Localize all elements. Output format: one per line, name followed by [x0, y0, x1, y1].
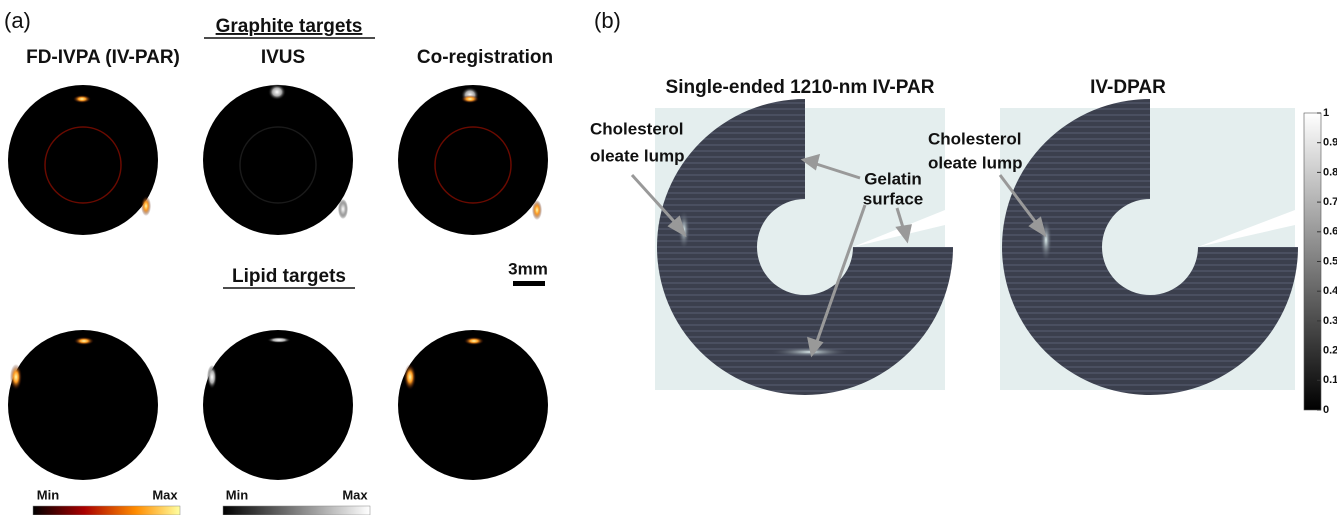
image-title: Single-ended 1210-nm IV-PAR [666, 77, 935, 98]
annotation: oleate lump [928, 153, 1022, 172]
colorbar-tick-label: 0.4 [1323, 285, 1337, 297]
colorbar-max: Max [152, 487, 178, 502]
colorbar-tick-label: 0.6 [1323, 226, 1337, 238]
column-title: FD-IVPA (IV-PAR) [26, 47, 180, 68]
column-title: IVUS [261, 47, 305, 68]
column-title: Co-registration [417, 47, 553, 68]
colorbar [223, 506, 370, 515]
scale-bar-label: 3mm [508, 259, 548, 278]
colorbar-tick-label: 0.3 [1323, 315, 1337, 327]
colorbar-tick-label: 0.7 [1323, 196, 1337, 208]
colorbar-tick-label: 0.5 [1323, 255, 1337, 267]
scale-bar [513, 281, 545, 286]
panel-label: (b) [594, 8, 621, 33]
ivus-image [203, 85, 353, 235]
colorbar-min: Min [226, 487, 248, 502]
colorbar-max: Max [342, 487, 368, 502]
fd-ivpa-image [8, 330, 158, 480]
image-title: IV-DPAR [1090, 77, 1166, 98]
figure: (a) Graphite targets FD-IVPA (IV-PAR) IV… [0, 0, 1337, 515]
coregistration-image [398, 85, 548, 235]
colorbar-tick-label: 1 [1323, 107, 1329, 119]
colorbar [33, 506, 180, 515]
annotation: surface [863, 189, 923, 208]
annotation: Cholesterol [590, 119, 684, 138]
section-title: Lipid targets [232, 266, 346, 287]
image-row [8, 84, 548, 235]
section-title: Graphite targets [216, 16, 363, 37]
colorbar-tick-label: 0.9 [1323, 137, 1337, 149]
image-row [8, 330, 548, 480]
colorbar-min: Min [37, 487, 59, 502]
annotation: oleate lump [590, 146, 684, 165]
annotation: Gelatin [864, 169, 922, 188]
colorbar-tick-label: 0.1 [1323, 374, 1337, 386]
annotation: Cholesterol [928, 129, 1022, 148]
ivus-image [203, 330, 353, 480]
panel-label: (a) [4, 8, 31, 33]
fd-ivpa-image [8, 85, 158, 235]
colorbar-tick-label: 0 [1323, 404, 1329, 416]
colorbar-tick-label: 0.2 [1323, 345, 1337, 357]
coregistration-image [398, 330, 548, 480]
colorbar-tick-label: 0.8 [1323, 166, 1337, 178]
